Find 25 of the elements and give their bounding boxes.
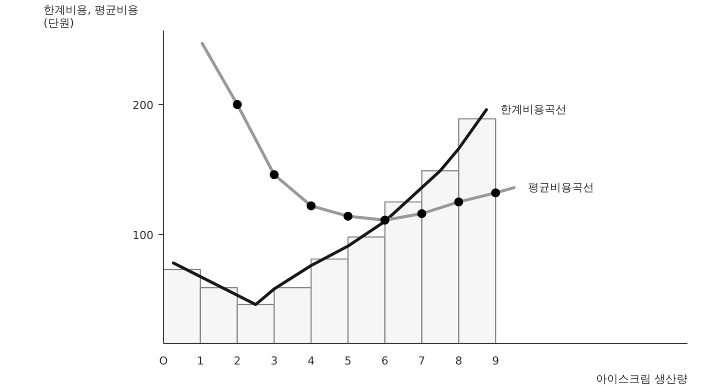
y-tick-label: 100 (132, 228, 154, 242)
y-axis-title: 한계비용, 평균비용 (단원) (44, 4, 138, 30)
y-tick-label: 200 (132, 99, 154, 112)
point (306, 201, 316, 210)
x-tick-label: 9 (492, 354, 500, 368)
point (232, 100, 242, 110)
line-series (172, 108, 488, 306)
x-tick-label: 5 (344, 354, 352, 368)
point (417, 209, 426, 218)
x-tick-label: 4 (308, 354, 315, 368)
point (270, 170, 279, 180)
x-tick-label: 2 (234, 354, 241, 368)
point (491, 188, 500, 198)
x-tick-label: 6 (381, 354, 388, 368)
point (344, 212, 353, 221)
series-label: 평균비용곡선 (528, 181, 594, 194)
point (454, 197, 464, 206)
series-label: 한계비용곡선 (500, 103, 566, 116)
point (380, 216, 390, 225)
x-tick-label: 7 (418, 354, 426, 368)
x-axis-title: 아이스크림 생산량 (596, 372, 688, 385)
x-tick-label: 3 (270, 354, 278, 368)
x-tick-label: O (159, 354, 168, 368)
x-tick-label: 8 (455, 354, 462, 368)
x-tick-label: 1 (196, 354, 204, 368)
